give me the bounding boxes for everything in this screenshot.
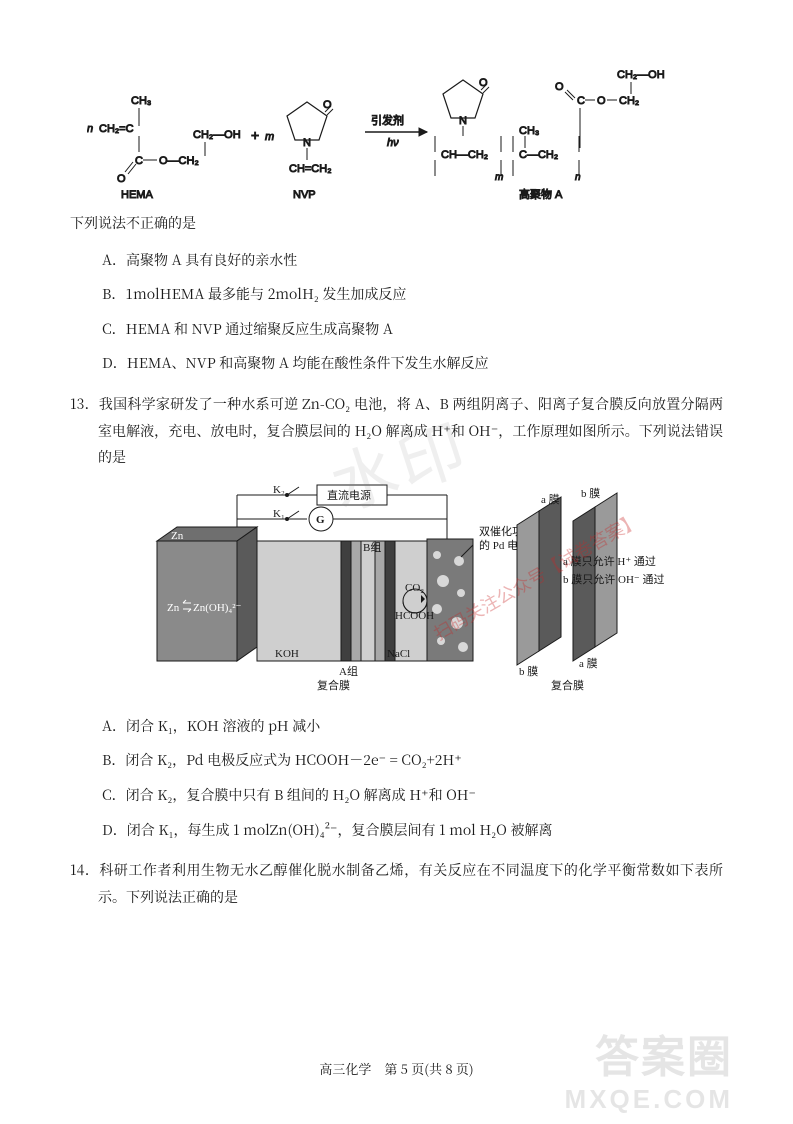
coef-n: n [87,123,93,135]
svg-text:Zn(OH)₄²⁻: Zn(OH)₄²⁻ [193,602,242,614]
reaction-scheme: n CH₂=C CH₃ C O O—CH₂ CH₂—OH HEMA + m [70,70,723,200]
svg-text:C: C [135,155,143,167]
a-rule: a 膜只允许 H⁺ 通过 [563,554,656,568]
svg-text:CO₂: CO₂ [405,582,424,594]
q13-option-b: B．闭合 K₂，Pd 电极反应式为 HCOOH－2e⁻ = CO₂+2H⁺ [102,747,723,774]
svg-text:CH₃: CH₃ [131,95,151,107]
svg-text:C—CH₂: C—CH₂ [519,149,558,161]
polymer-label: 高聚物 A [519,187,563,200]
svg-text:CH₂=C: CH₂=C [99,123,134,135]
watermark-bottom2: MXQE.COM [565,1075,733,1124]
svg-text:a 膜: a 膜 [541,493,560,506]
svg-text:K₂: K₂ [273,484,285,496]
svg-text:CH=CH₂: CH=CH₂ [289,163,331,175]
svg-text:CH₃: CH₃ [519,125,539,137]
svg-text:B组: B组 [363,540,381,554]
svg-text:b 膜: b 膜 [519,665,538,678]
b-rule: b 膜只允许 OH⁻ 通过 [563,572,664,586]
composite-label-a: 复合膜 [317,678,350,692]
q13-stem: 13．我国科学家研发了一种水系可逆 Zn-CO₂ 电池，将 A、B 两组阴离子、… [98,391,723,471]
svg-text:O—CH₂: O—CH₂ [159,155,199,167]
svg-text:CH₂—OH: CH₂—OH [617,70,665,81]
q12-option-b: B．1molHEMA 最多能与 2molH₂ 发生加成反应 [102,281,723,308]
composite-label-b: 复合膜 [551,678,584,692]
page: n CH₂=C CH₃ C O O—CH₂ CH₂—OH HEMA + m [0,0,793,1122]
svg-text:a 膜: a 膜 [579,657,598,670]
q13-option-c: C．闭合 K₂，复合膜中只有 B 组间的 H₂O 解离成 H⁺和 OH⁻ [102,782,723,809]
svg-text:+: + [251,127,259,143]
arrow-top: 引发剂 [371,113,404,127]
q12-stem: 下列说法不正确的是 [70,210,723,237]
q13-option-a: A．闭合 K₁，KOH 溶液的 pH 减小 [102,713,723,740]
svg-text:O: O [597,95,606,107]
dc-source: 直流电源 [327,488,371,502]
svg-text:m: m [495,172,503,183]
svg-text:O: O [117,173,126,185]
q12-option-a: A．高聚物 A 具有良好的亲水性 [102,247,723,274]
q14-stem: 14．科研工作者利用生物无水乙醇催化脱水制备乙烯，有关反应在不同温度下的化学平衡… [98,857,723,910]
svg-text:N: N [459,115,467,127]
arrow-bottom: hν [387,137,399,149]
svg-text:KOH: KOH [275,648,299,660]
q13-option-d: D．闭合 K₁，每生成 1 molZn(OH)₄²⁻，复合膜层间有 1 mol … [102,817,723,844]
svg-text:HCOOH: HCOOH [395,610,434,622]
svg-text:K₁: K₁ [273,508,285,520]
svg-text:CH—CH₂: CH—CH₂ [441,149,488,161]
svg-text:b 膜: b 膜 [581,487,600,500]
svg-text:O: O [555,81,564,93]
svg-text:A组: A组 [339,664,358,678]
svg-text:G: G [316,514,325,526]
q12-option-d: D．HEMA、NVP 和高聚物 A 均能在酸性条件下发生水解反应 [102,350,723,377]
nvp-label: NVP [293,189,316,200]
svg-text:n: n [575,172,581,183]
svg-text:C: C [577,95,585,107]
svg-text:m: m [265,131,274,143]
svg-text:CH₂—OH: CH₂—OH [193,129,241,141]
svg-text:Zn: Zn [171,530,184,542]
scheme-svg: n CH₂=C CH₃ C O O—CH₂ CH₂—OH HEMA + m [87,70,707,200]
hema-label: HEMA [121,189,153,200]
svg-text:NaCl: NaCl [387,648,410,660]
q12-option-c: C．HEMA 和 NVP 通过缩聚反应生成高聚物 A [102,316,723,343]
svg-text:N: N [303,137,311,149]
svg-text:CH₂: CH₂ [619,95,639,107]
q13-diagram: 直流电源 K₂ K₁ G [70,481,723,701]
svg-text:Zn: Zn [167,602,180,614]
